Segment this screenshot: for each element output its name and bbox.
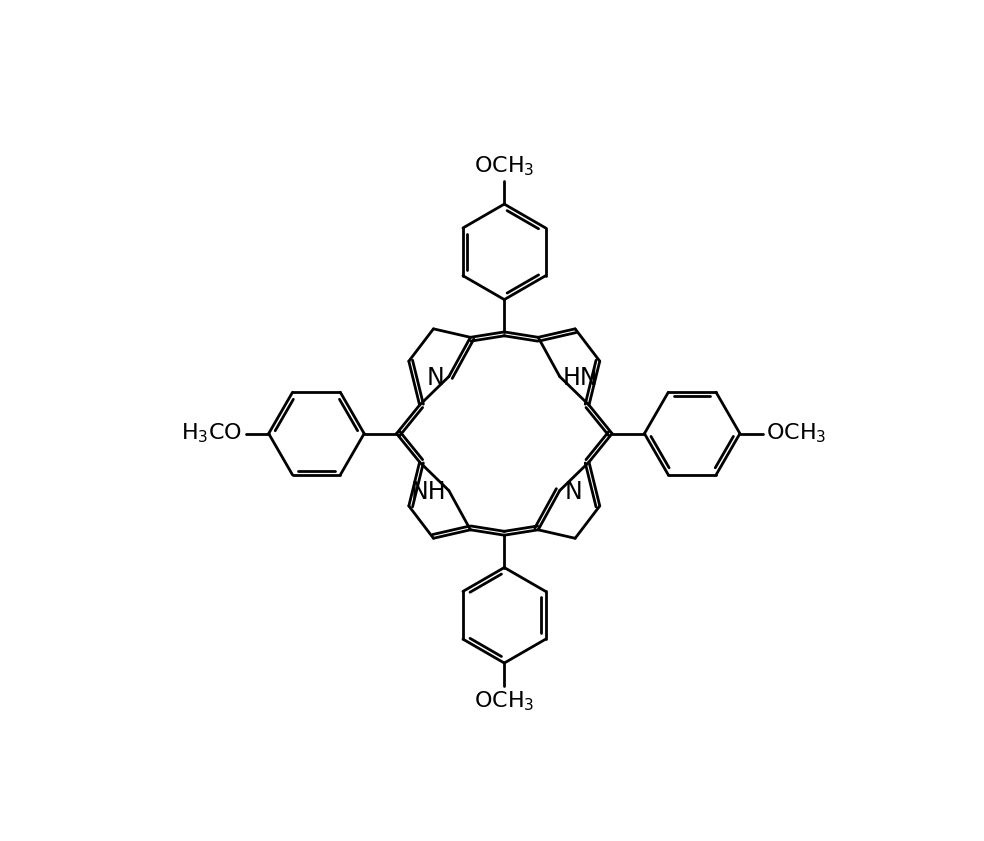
Text: HN: HN — [563, 366, 598, 390]
Text: N: N — [426, 366, 444, 390]
Text: OCH$_3$: OCH$_3$ — [767, 421, 827, 446]
Text: NH: NH — [410, 480, 446, 504]
Text: H$_3$CO: H$_3$CO — [181, 421, 242, 446]
Text: N: N — [565, 480, 583, 504]
Text: OCH$_3$: OCH$_3$ — [474, 154, 534, 178]
Text: OCH$_3$: OCH$_3$ — [474, 690, 534, 713]
